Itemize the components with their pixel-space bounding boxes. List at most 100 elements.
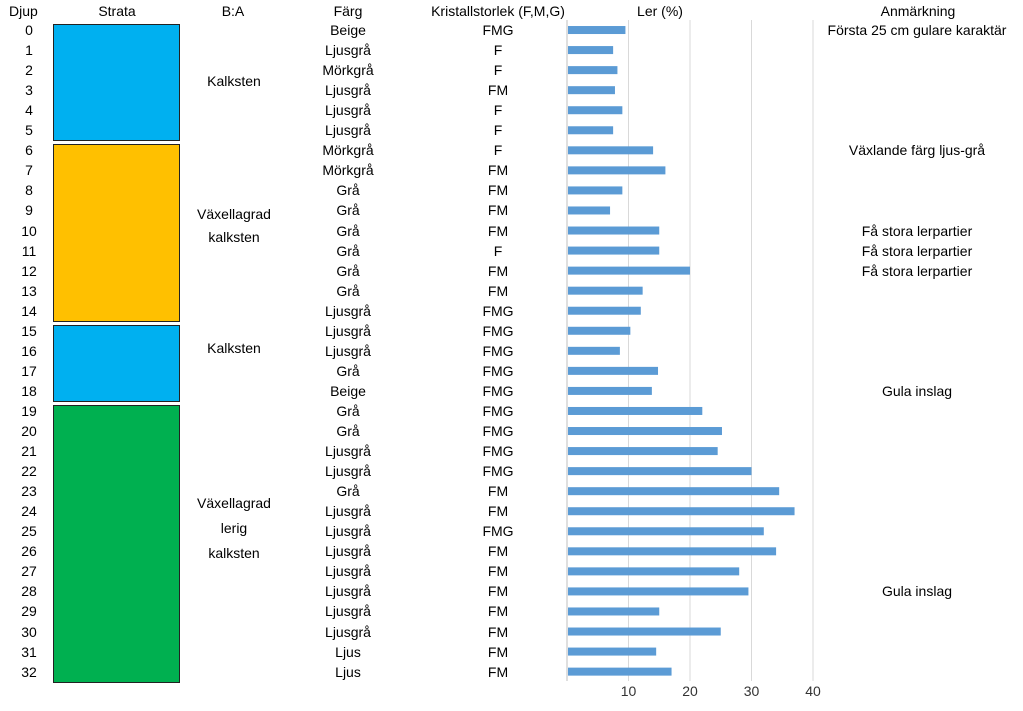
bar <box>568 507 795 516</box>
bar <box>568 66 618 75</box>
depth-label: 23 <box>21 483 37 500</box>
kristall-value: FM <box>487 262 509 279</box>
depth-label: 2 <box>25 62 33 79</box>
depth-label: 1 <box>25 42 33 59</box>
farg-value: Ljusgrå <box>325 463 371 480</box>
kristall-value: FM <box>487 162 509 179</box>
depth-label: 28 <box>21 583 37 600</box>
kristall-value: FM <box>487 483 509 500</box>
bar <box>568 306 641 315</box>
depth-label: 25 <box>21 523 37 540</box>
bar <box>568 266 690 275</box>
bar <box>568 326 631 335</box>
bar <box>568 206 611 215</box>
depth-label: 14 <box>21 302 37 319</box>
farg-value: Ljusgrå <box>325 503 371 520</box>
farg-value: Grå <box>336 242 360 259</box>
farg-value: Ljusgrå <box>325 342 371 359</box>
farg-value: Grå <box>336 362 360 379</box>
kristall-value: FM <box>487 663 509 680</box>
kristall-value: FM <box>487 603 509 620</box>
bar <box>568 86 615 95</box>
ba-label: kalksten <box>208 544 260 561</box>
depth-label: 10 <box>21 222 37 239</box>
bar <box>568 547 777 556</box>
farg-value: Ljusgrå <box>325 302 371 319</box>
farg-value: Ljusgrå <box>325 443 371 460</box>
farg-value: Mörkgrå <box>322 142 374 159</box>
depth-label: 24 <box>21 503 37 520</box>
farg-value: Ljusgrå <box>325 563 371 580</box>
bar <box>568 647 657 656</box>
depth-label: 19 <box>21 402 37 419</box>
farg-value: Ljusgrå <box>325 543 371 560</box>
bar <box>568 146 654 155</box>
farg-value: Ljusgrå <box>325 122 371 139</box>
ba-label: lerig <box>220 519 248 536</box>
farg-value: Ljusgrå <box>325 623 371 640</box>
depth-label: 29 <box>21 603 37 620</box>
depth-label: 22 <box>21 463 37 480</box>
x-tick-label: 40 <box>805 683 821 699</box>
strata-block <box>53 404 180 683</box>
kristall-value: FMG <box>482 22 514 39</box>
depth-label: 21 <box>21 443 37 460</box>
farg-value: Grå <box>336 222 360 239</box>
strata-block <box>53 324 180 402</box>
depth-label: 4 <box>25 102 33 119</box>
kristall-value: FM <box>487 202 509 219</box>
bar <box>568 587 749 596</box>
strata-block <box>53 144 180 322</box>
bar <box>568 447 718 456</box>
depth-label: 9 <box>25 202 33 219</box>
kristall-value: F <box>493 122 503 139</box>
bar <box>568 166 666 175</box>
farg-value: Beige <box>330 382 366 399</box>
kristall-value: F <box>493 102 503 119</box>
kristall-value: FMG <box>482 342 514 359</box>
bar <box>568 386 652 395</box>
depth-label: 32 <box>21 663 37 680</box>
kristall-value: F <box>493 42 503 59</box>
anmarkning-note: Få stora lerpartier <box>861 262 973 279</box>
kristall-value: FMG <box>482 463 514 480</box>
kristall-value: FM <box>487 583 509 600</box>
depth-label: 16 <box>21 342 37 359</box>
anmarkning-note: Växlande färg ljus-grå <box>848 142 986 159</box>
depth-label: 3 <box>25 82 33 99</box>
depth-label: 0 <box>25 22 33 39</box>
kristall-value: FMG <box>482 443 514 460</box>
farg-value: Ljusgrå <box>325 523 371 540</box>
bar <box>568 106 623 115</box>
farg-value: Ljusgrå <box>325 102 371 119</box>
depth-label: 5 <box>25 122 33 139</box>
kristall-value: FM <box>487 643 509 660</box>
depth-label: 30 <box>21 623 37 640</box>
kristall-value: FM <box>487 182 509 199</box>
bar <box>568 527 764 536</box>
anmarkning-note: Första 25 cm gulare karaktär <box>827 22 1007 39</box>
kristall-value: F <box>493 62 503 79</box>
ba-label: kalksten <box>208 229 260 245</box>
kristall-value: FM <box>487 543 509 560</box>
kristall-value: FMG <box>482 322 514 339</box>
kristall-value: FMG <box>482 362 514 379</box>
depth-label: 6 <box>25 142 33 159</box>
header-anmarkning: Anmärkning <box>880 3 956 19</box>
depth-label: 12 <box>21 262 37 279</box>
anmarkning-note: Gula inslag <box>881 382 953 399</box>
header-ba: B:A <box>221 3 245 19</box>
depth-label: 15 <box>21 322 37 339</box>
depth-label: 31 <box>21 643 37 660</box>
kristall-value: FM <box>487 563 509 580</box>
kristall-value: FM <box>487 503 509 520</box>
farg-value: Mörkgrå <box>322 62 374 79</box>
kristall-value: FMG <box>482 402 514 419</box>
depth-label: 11 <box>21 242 37 259</box>
bar <box>568 186 623 195</box>
bar <box>568 607 660 616</box>
farg-value: Grå <box>336 262 360 279</box>
strata-block <box>53 24 180 142</box>
bar <box>568 487 780 496</box>
bar <box>568 246 660 255</box>
